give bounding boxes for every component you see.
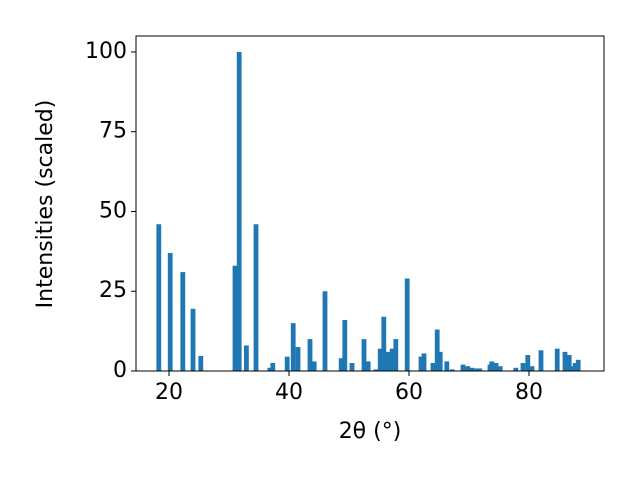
bar [477,368,483,371]
bar [497,366,503,371]
bar [529,366,535,371]
bar [434,329,440,371]
bar [538,350,544,371]
y-tick-label: 100 [85,39,127,64]
x-axis-label: 2θ (°) [339,419,402,444]
y-tick-label: 25 [99,278,127,303]
bar [572,363,578,371]
bar [575,359,581,371]
bar [311,361,317,371]
bar [322,291,328,371]
bar [460,364,466,371]
bar [569,366,575,371]
bar [489,361,495,371]
y-tick-label: 75 [99,119,127,144]
bar [236,51,242,371]
bar [430,363,436,371]
bar [404,278,410,371]
bar [377,348,383,371]
plot-frame [135,35,605,372]
x-tick-label: 20 [155,380,183,405]
bar [373,369,379,371]
bar [167,252,173,371]
y-tick-label: 0 [113,358,127,383]
bar [361,339,367,371]
bar [284,356,290,371]
bar [190,308,196,371]
bar [449,369,455,371]
y-axis-label: Intensities (scaled) [33,100,58,309]
bar [267,367,273,371]
bar [465,366,471,371]
x-tick-label: 80 [515,380,543,405]
bar [513,367,519,371]
bar [385,351,391,371]
y-tick-label: 50 [99,198,127,223]
bar [307,339,313,371]
bar [290,323,296,371]
bar [381,316,387,371]
bar [562,351,568,371]
bar [474,368,480,371]
bar [389,348,395,371]
x-tick-label: 40 [275,380,303,405]
bar [421,353,427,371]
bar [566,355,572,371]
bar [393,339,399,371]
bar [232,265,238,371]
bar [493,363,499,371]
bar [437,351,443,371]
bar [198,356,204,371]
bar [365,361,371,371]
bar [180,272,186,371]
bar [418,356,424,371]
bar [349,363,355,371]
bar [295,347,301,371]
bar [554,348,560,371]
bar [525,355,531,371]
bar [342,319,348,371]
bar [253,224,259,371]
x-tick-label: 60 [395,380,423,405]
bar [244,345,249,371]
bar [156,224,162,371]
bar [270,363,276,371]
bar [444,361,450,371]
bar [338,358,344,371]
bar [469,367,475,371]
bar [520,363,526,371]
